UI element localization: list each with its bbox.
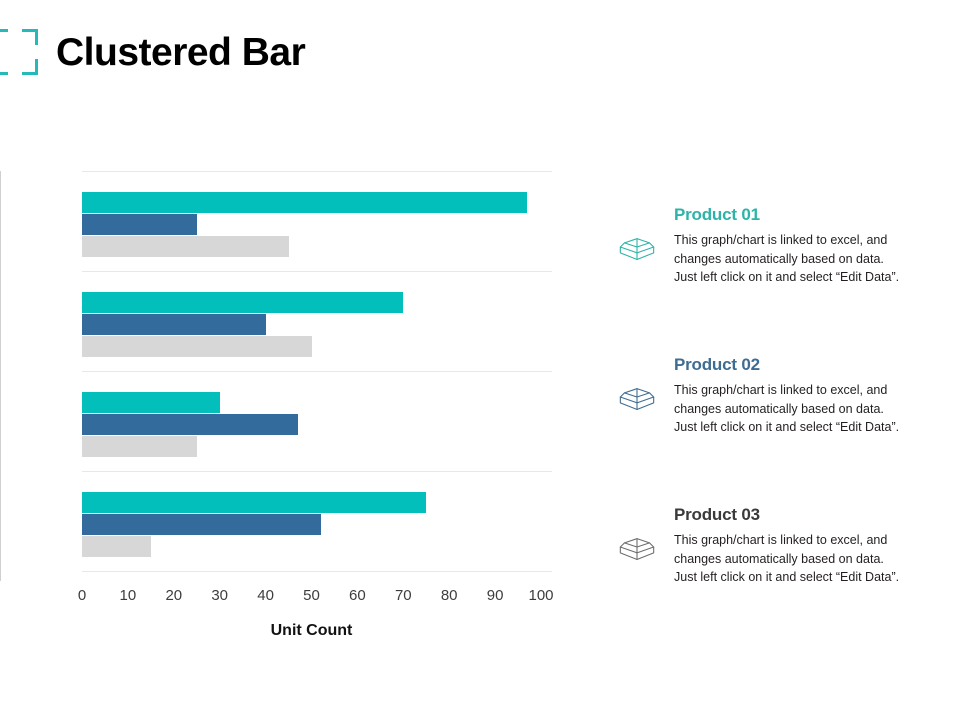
product-item-1[interactable]: Product 01 This graph/chart is linked to … bbox=[612, 205, 942, 355]
product-item-3[interactable]: Product 03 This graph/chart is linked to … bbox=[612, 505, 942, 655]
product-text-block: Product 01 This graph/chart is linked to … bbox=[674, 205, 940, 286]
slide-header: Clustered Bar bbox=[0, 22, 306, 82]
bar-q1-series-1[interactable] bbox=[82, 492, 427, 513]
x-tick-label: 100 bbox=[528, 587, 554, 604]
bar-q2-series-1[interactable] bbox=[82, 392, 220, 413]
x-tick-label: 50 bbox=[303, 587, 320, 604]
x-tick-label: 40 bbox=[257, 587, 274, 604]
bar-q4-series-1[interactable] bbox=[82, 192, 528, 213]
bar-q2-series-3[interactable] bbox=[82, 436, 197, 457]
open-box-icon bbox=[617, 227, 657, 267]
page-title: Clustered Bar bbox=[56, 30, 306, 74]
bar-q3-series-3[interactable] bbox=[82, 336, 312, 357]
product-description-1: This graph/chart is linked to excel, and… bbox=[674, 233, 900, 284]
product-title-3: Product 03 bbox=[674, 505, 760, 524]
x-tick-label: 30 bbox=[211, 587, 229, 604]
product-description-3: This graph/chart is linked to excel, and… bbox=[674, 533, 900, 584]
x-tick-label: 10 bbox=[119, 587, 137, 604]
product-description-2: This graph/chart is linked to excel, and… bbox=[674, 383, 900, 434]
product-item-2[interactable]: Product 02 This graph/chart is linked to … bbox=[612, 355, 942, 505]
plot-area bbox=[82, 171, 552, 580]
product-text-block: Product 02 This graph/chart is linked to … bbox=[674, 355, 940, 436]
bar-q3-series-2[interactable] bbox=[82, 314, 266, 335]
product-title-2: Product 02 bbox=[674, 355, 760, 374]
bar-q4-series-3[interactable] bbox=[82, 236, 289, 257]
open-box-icon bbox=[617, 527, 657, 567]
x-axis-title: Unit Count bbox=[270, 622, 353, 639]
x-tick-label: 70 bbox=[394, 587, 412, 604]
x-tick-label: 90 bbox=[486, 587, 504, 604]
gridline bbox=[82, 471, 552, 472]
bar-q2-series-2[interactable] bbox=[82, 414, 298, 435]
x-tick-label: 80 bbox=[440, 587, 458, 604]
value-axis-line bbox=[0, 171, 1, 581]
x-tick-label: 60 bbox=[349, 587, 366, 604]
bar-q3-series-1[interactable] bbox=[82, 292, 404, 313]
product-legend-panel: Product 01 This graph/chart is linked to … bbox=[612, 205, 942, 655]
gridline bbox=[82, 571, 552, 572]
x-tick-label: 0 bbox=[77, 587, 87, 604]
open-box-icon bbox=[617, 377, 657, 417]
product-title-1: Product 01 bbox=[674, 205, 760, 224]
bar-q4-series-2[interactable] bbox=[82, 214, 197, 235]
gridline bbox=[82, 271, 552, 272]
gridline bbox=[82, 371, 552, 372]
bar-q1-series-3[interactable] bbox=[82, 536, 151, 557]
x-tick-label: 20 bbox=[165, 587, 183, 604]
square-frame-icon bbox=[0, 29, 38, 75]
clustered-bar-chart[interactable]: Unit Count Q4Q3Q2Q1010203040506070809010… bbox=[0, 160, 580, 660]
bar-q1-series-2[interactable] bbox=[82, 514, 321, 535]
gridline bbox=[82, 171, 552, 172]
product-text-block: Product 03 This graph/chart is linked to … bbox=[674, 505, 940, 586]
